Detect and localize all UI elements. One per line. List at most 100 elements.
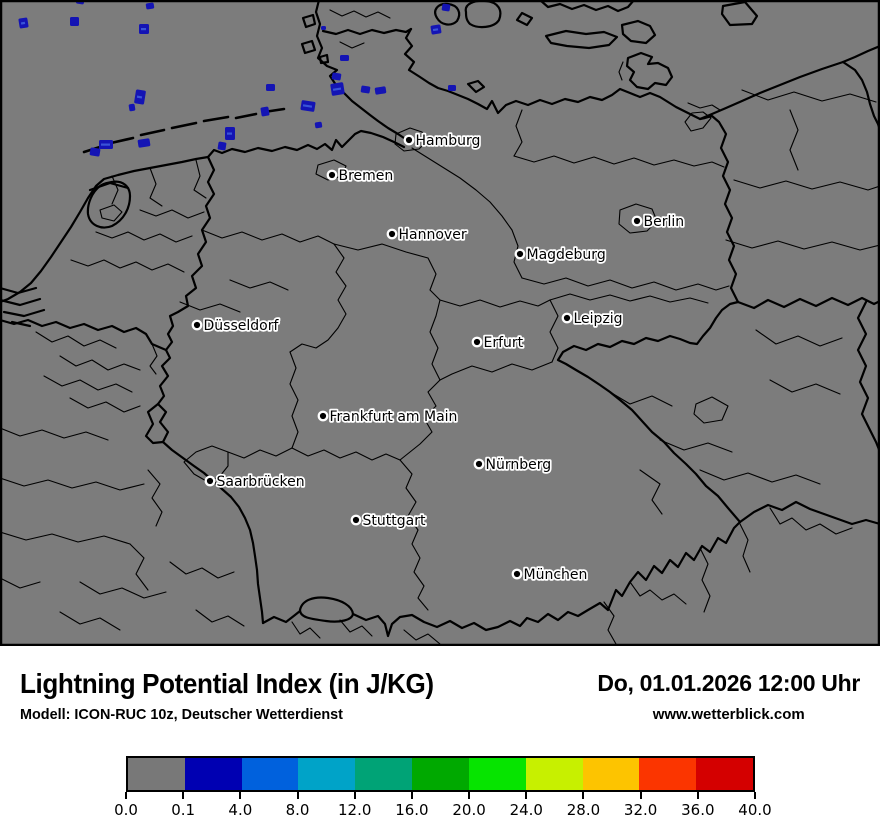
colorbar-tick [754,792,756,799]
hamburg-ring [394,127,428,152]
island-fyn [464,0,502,29]
city-label: München [524,567,588,583]
lpi-patch [331,72,342,81]
lpi-patch-highlight [302,104,313,108]
island-small-dk [515,11,534,27]
colorbar-tick-label: 8.0 [285,801,310,819]
border-nl-be-fr-de [156,155,265,625]
colorbar-tick-label: 4.0 [228,801,253,819]
colorbar-tick-label: 36.0 [681,801,715,819]
city-label: Bremen [339,168,394,184]
lpi-patch-highlight [141,28,146,31]
lake-bodensee [298,596,355,623]
border-lu [144,402,165,445]
colorbar-segment-16.0-20.0 [412,758,469,790]
colorbar-tick [125,792,127,799]
colorbar-tick-label: 20.0 [452,801,486,819]
city-label: Leipzig [574,311,623,327]
colorbar-tick [639,792,642,799]
city-marker-Nürnberg: Nürnberg [473,455,553,475]
legend-footer: Lightning Potential Index (in J/KG) Mode… [0,646,880,830]
island-sjaelland [538,0,636,13]
wadden-islands [82,107,286,154]
saarland-ring [183,445,229,483]
colorbar-segment-20.0-24.0 [468,758,526,790]
city-dot [193,321,201,329]
city-label: Saarbrücken [217,474,305,490]
bremen-ring [315,159,347,181]
border-pl-de [698,114,740,304]
border-be-nl [0,318,168,352]
colorbar-tick-label: 32.0 [623,801,658,819]
city-marker-München: München [511,565,589,585]
flevoland [99,204,123,222]
city-dot [473,338,481,346]
city-label: Berlin [644,214,685,230]
city-marker-Hamburg: Hamburg [403,131,482,151]
colorbar-tick-labels: 0.0 0.1 4.0 8.0 12.0 16.0 20.0 24.0 28.0 32.0 36.0… [114,801,772,821]
colorbar-tick [468,792,471,799]
city-marker-Bremen: Bremen [326,166,395,186]
lpi-patch [448,85,456,91]
city-label: Hannover [399,227,467,243]
border-cz-sk [856,300,880,454]
lpi-patch-highlight [227,132,232,135]
city-dot [475,460,483,468]
germany-map-svg: Hamburg Bremen Hannover Berlin Magdeburg Düss… [0,0,880,646]
city-dot [516,250,524,258]
city-dot [352,516,360,524]
island-ruegen [625,51,674,91]
colorbar-tick [296,792,299,799]
city-marker-Frankfurt am Main: Frankfurt am Main [317,407,459,427]
colorbar-segment-0.0-0.1 [128,758,185,790]
city-marker-Saarbrücken: Saarbrücken [204,472,306,492]
city-markers: Hamburg Bremen Hannover Berlin Magdeburg Düss… [191,131,686,585]
state-borders [179,109,730,611]
coast-baltic [403,27,880,121]
city-label: Düsseldorf [204,318,280,334]
island-hiddensee [618,61,624,81]
city-marker-Stuttgart: Stuttgart [350,511,428,531]
lpi-patch-highlight [101,143,110,146]
colorbar-tick [525,792,528,799]
lpi-patch [145,2,155,10]
lpi-patch-highlight [332,87,342,91]
island-falster [620,19,657,45]
lpi-patch [314,121,323,129]
city-dot [405,136,413,144]
colorbar-tick [353,792,356,799]
lpi-patch [260,106,270,117]
colorbar-tick-label: 16.0 [395,801,429,819]
city-marker-Berlin: Berlin [631,212,686,232]
prague-ring [693,396,729,424]
colorbar-tick-label: 40.0 [738,801,772,819]
island-foehr [300,39,317,55]
city-dot [328,171,336,179]
foreign-internal-borders [0,9,880,645]
colorbar-segment-4.0-8.0 [241,758,299,790]
island-fehmarn [466,79,486,94]
city-label: Nürnberg [486,457,552,473]
colorbar-tick-label: 24.0 [509,801,543,819]
website-label: www.wetterblick.com [652,706,805,723]
lpi-patch [441,3,451,12]
city-label: Erfurt [484,335,524,351]
colorbar-segment-28.0-32.0 [582,758,640,790]
colorbar-tick [182,792,185,799]
colorbar-tick-label: 28.0 [566,801,601,819]
afsluitdijk [88,181,130,192]
city-dot [633,217,641,225]
colorbar-segment-12.0-16.0 [355,758,413,790]
coast-jutland-west [314,0,409,142]
colorbar-tick [410,792,413,799]
delta-islands [0,286,46,328]
colorbar-tick [239,792,242,799]
model-label: Modell: ICON-RUC 10z, Deutscher Wetterdi… [20,706,343,723]
city-label: Hamburg [416,133,481,149]
city-dot [206,477,214,485]
colorbar-ticks [125,792,756,799]
city-dot [563,314,571,322]
city-dot [319,412,327,420]
city-marker-Erfurt: Erfurt [471,333,525,353]
island-als [434,2,461,26]
